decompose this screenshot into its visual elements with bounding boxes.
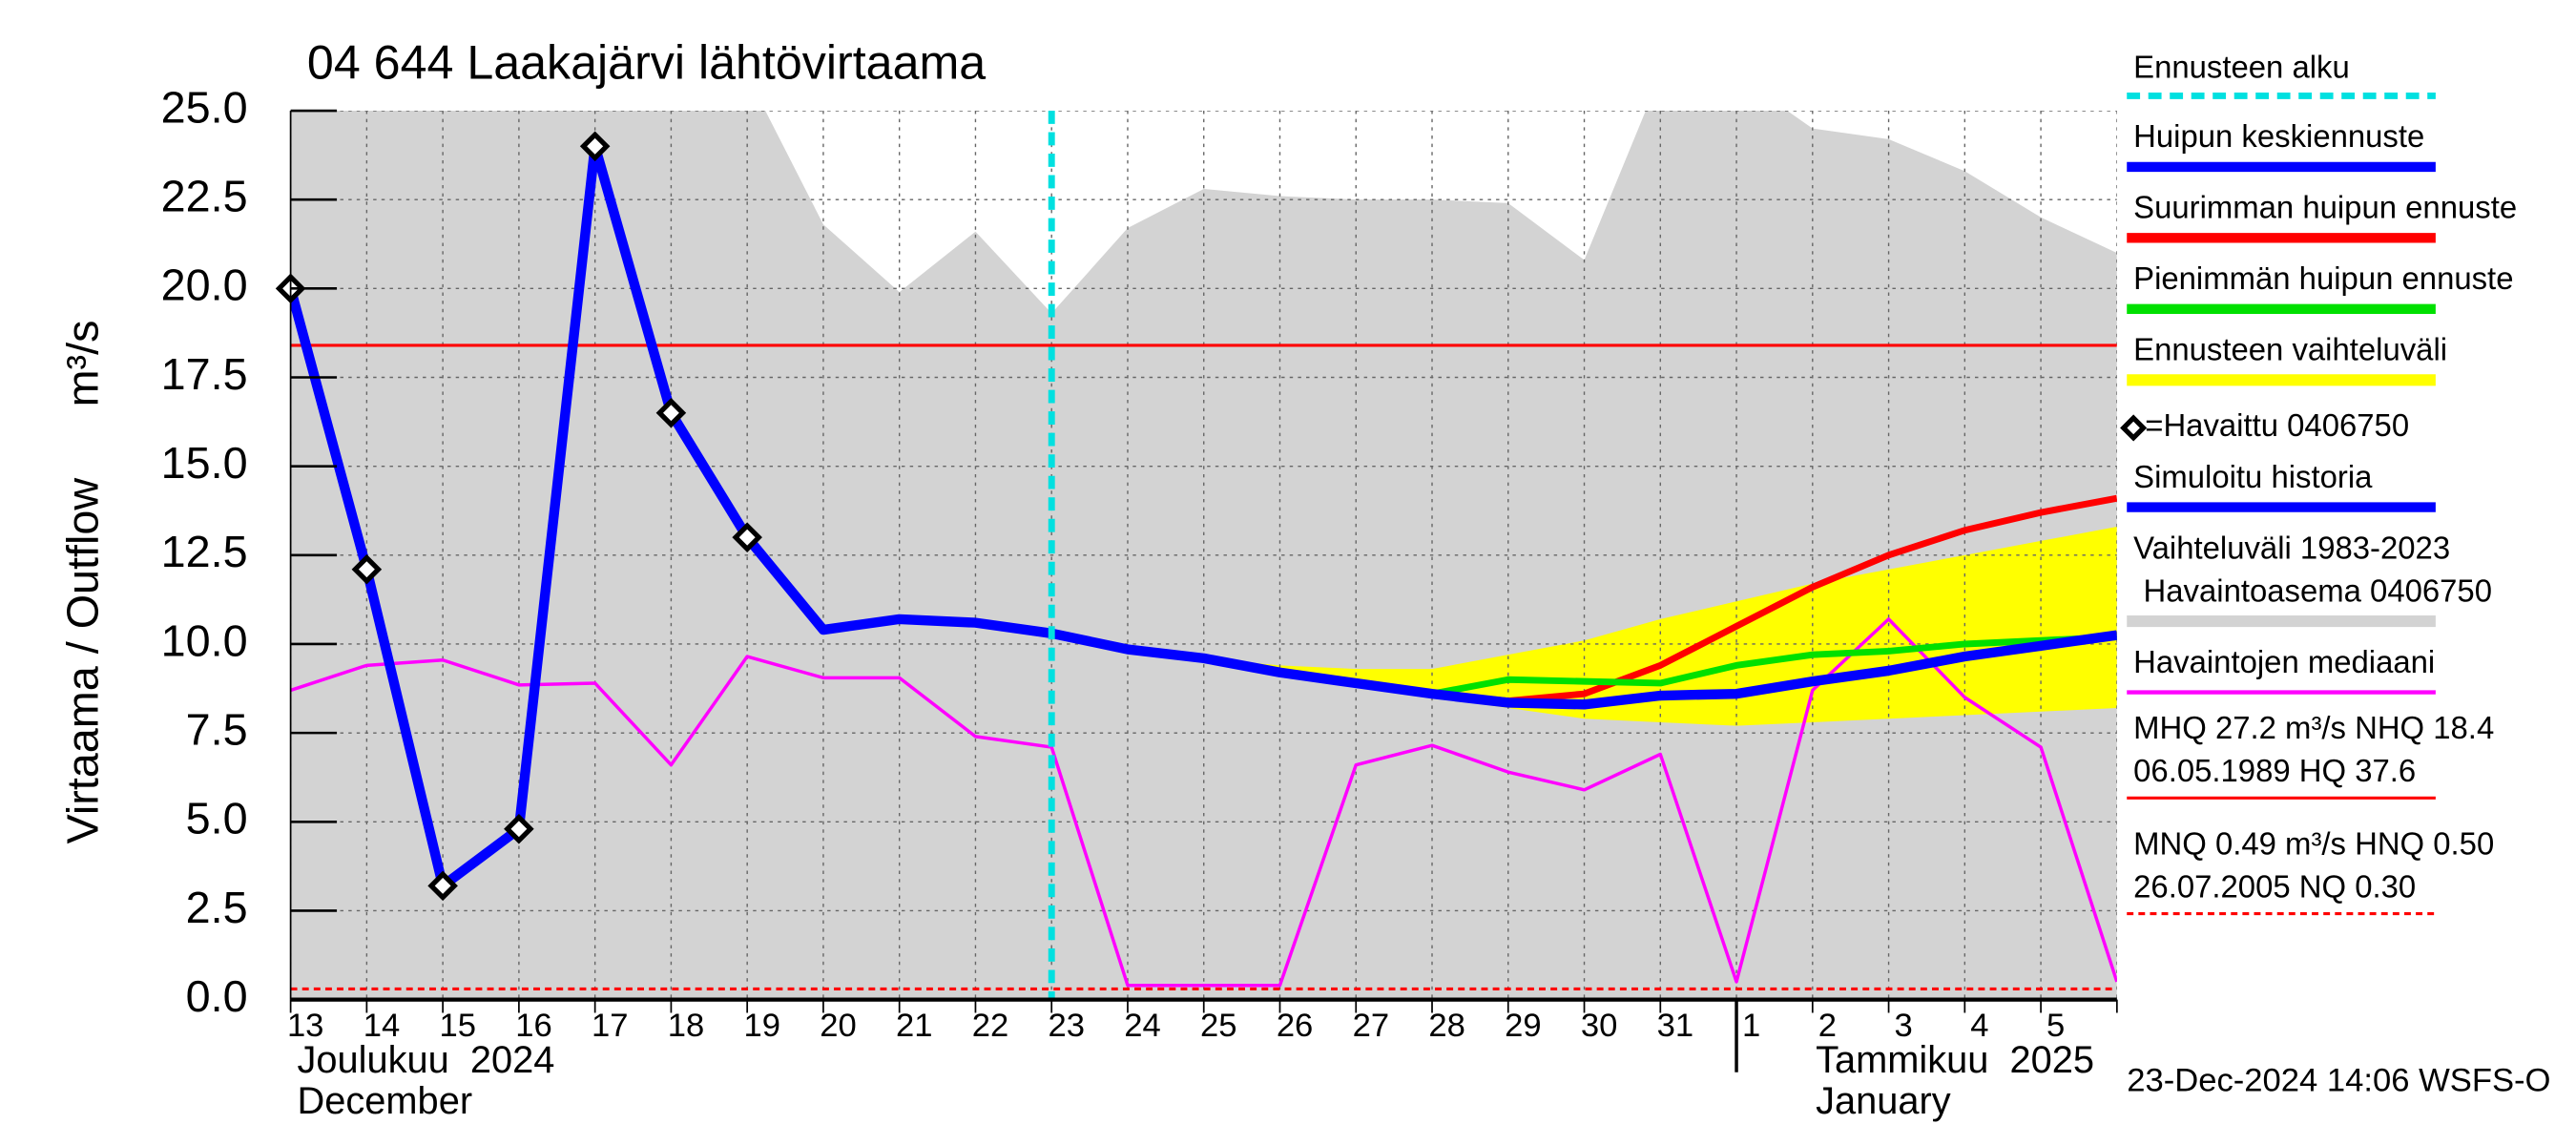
legend-label: 06.05.1989 HQ 37.6 <box>2133 753 2416 788</box>
observed-marker <box>655 397 687 428</box>
x-tick-label: 2 <box>1818 1008 1837 1044</box>
legend-label: Suurimman huipun ennuste <box>2133 190 2517 225</box>
observed-marker <box>2120 414 2148 442</box>
legend-label: Havaintojen mediaani <box>2133 644 2435 679</box>
legend-label: Ennusteen vaihteluväli <box>2133 332 2447 367</box>
plot-layer <box>290 111 2117 1000</box>
x-tick-label: 17 <box>592 1008 628 1044</box>
x-tick-label: 1 <box>1742 1008 1760 1044</box>
y-tick-label: 0.0 <box>186 971 248 1021</box>
x-tick-label: 16 <box>515 1008 551 1044</box>
x-tick-label: 27 <box>1353 1008 1389 1044</box>
y-tick-label: 2.5 <box>186 883 248 932</box>
legend-label: Ennusteen alku <box>2133 49 2350 84</box>
legend-label: 26.07.2005 NQ 0.30 <box>2133 868 2416 904</box>
month-label: January <box>1816 1080 1951 1122</box>
month-label: Joulukuu 2024 <box>298 1039 555 1081</box>
y-axis-unit: m³/s <box>57 321 107 407</box>
observed-marker <box>427 870 458 902</box>
series-line <box>1050 628 2117 710</box>
x-tick-label: 18 <box>668 1008 704 1044</box>
y-tick-label: 12.5 <box>161 527 248 576</box>
observed-marker <box>579 131 611 162</box>
x-tick-label: 22 <box>972 1008 1008 1044</box>
legend-label: Vaihteluväli 1983-2023 <box>2133 530 2450 565</box>
observed-marker <box>351 553 383 585</box>
x-tick-label: 3 <box>1895 1008 1913 1044</box>
x-tick-label: 28 <box>1428 1008 1465 1044</box>
y-tick-label: 5.0 <box>186 794 248 843</box>
legend-label: =Havaittu 0406750 <box>2145 407 2409 443</box>
y-tick-label: 10.0 <box>161 615 248 665</box>
x-tick-label: 14 <box>364 1008 400 1044</box>
legend-label: Simuloitu historia <box>2133 459 2373 494</box>
series-line <box>290 617 2117 988</box>
x-tick-label: 15 <box>439 1008 475 1044</box>
observed-marker <box>732 522 762 552</box>
month-label: Tammikuu 2025 <box>1816 1039 2094 1081</box>
legend-label: MHQ 27.2 m³/s NHQ 18.4 <box>2133 710 2494 745</box>
y-tick-label: 22.5 <box>161 172 248 221</box>
y-axis-title: Virtaama / Outflow <box>57 478 107 844</box>
y-tick-label: 20.0 <box>161 260 248 310</box>
x-tick-label: 31 <box>1657 1008 1693 1044</box>
x-tick-label: 4 <box>1970 1008 1988 1044</box>
legend-label: MNQ 0.49 m³/s HNQ 0.50 <box>2133 825 2494 861</box>
month-label: December <box>298 1080 473 1122</box>
y-tick-label: 15.0 <box>161 438 248 488</box>
legend-label: Havaintoasema 0406750 <box>2144 572 2492 608</box>
x-tick-label: 23 <box>1049 1008 1085 1044</box>
x-tick-label: 13 <box>287 1008 323 1044</box>
y-tick-label: 7.5 <box>186 704 248 754</box>
x-tick-label: 26 <box>1277 1008 1313 1044</box>
y-tick-label: 25.0 <box>161 82 248 132</box>
legend-label: Pienimmän huipun ennuste <box>2133 260 2513 296</box>
y-tick-label: 17.5 <box>161 349 248 399</box>
x-tick-label: 19 <box>744 1008 780 1044</box>
observed-marker <box>504 813 534 844</box>
x-tick-label: 5 <box>2046 1008 2065 1044</box>
x-tick-label: 21 <box>896 1008 932 1044</box>
range-band <box>290 111 2117 1000</box>
footer: 23-Dec-2024 14:06 WSFS-O <box>2127 1062 2550 1098</box>
x-tick-label: 24 <box>1124 1008 1160 1044</box>
chart-title: 04 644 Laakajärvi lähtövirtaama <box>307 36 986 90</box>
x-tick-label: 25 <box>1200 1008 1236 1044</box>
x-tick-label: 20 <box>820 1008 856 1044</box>
legend-label: Huipun keskiennuste <box>2133 118 2424 154</box>
x-tick-label: 29 <box>1505 1008 1541 1044</box>
x-tick-label: 30 <box>1581 1008 1617 1044</box>
